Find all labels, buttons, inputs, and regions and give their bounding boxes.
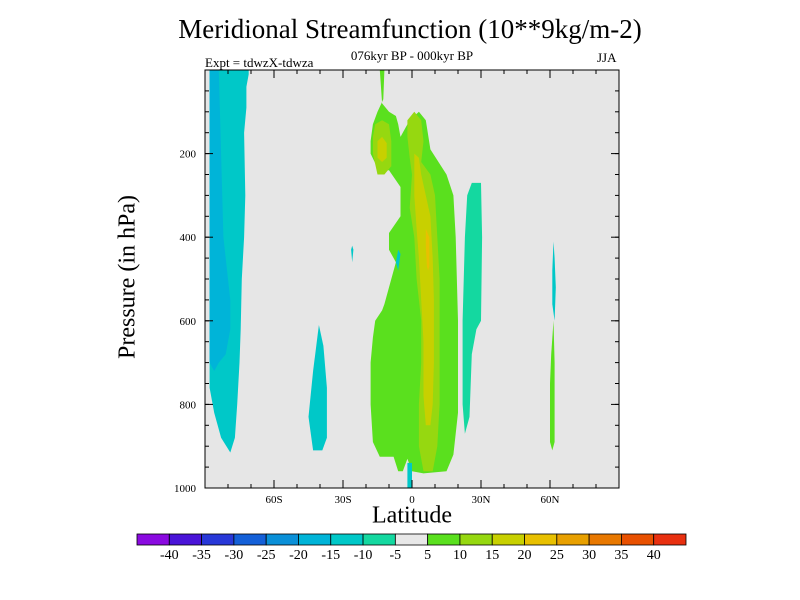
contour-region-13 [550, 320, 555, 451]
x-tick-label: 0 [409, 494, 415, 506]
x-tick-label: 60N [541, 494, 560, 506]
colorbar-label: 10 [453, 548, 467, 563]
colorbar-label: -5 [390, 548, 402, 563]
y-tick-label: 400 [180, 232, 197, 244]
contour-region-5 [377, 136, 387, 162]
contour-region-7 [414, 153, 434, 426]
colorbar-swatch-10 [459, 533, 493, 546]
x-axis-label: Latitude [372, 502, 452, 529]
colorbar-swatch-14 [588, 533, 622, 546]
colorbar-label: 40 [647, 548, 661, 563]
x-tick-label: 30N [472, 494, 491, 506]
contour-region-14 [552, 241, 556, 321]
colorbar-layer: -40 -35 -30 -25 -20 -15 -10 -5 5 10 15 20 25 30 35 40 [136, 533, 687, 563]
colorbar-swatch-13 [556, 533, 590, 546]
axes-layer: 60S 30S 0 30N 60N 200 400 600 800 1000 [174, 69, 620, 506]
y-tick-label: 200 [180, 149, 197, 161]
y-tick-label: 800 [180, 399, 197, 411]
colorbar-swatch-6 [330, 533, 364, 546]
colorbar-label: -40 [160, 548, 179, 563]
contour-region-1 [209, 70, 231, 371]
colorbar-swatch-0 [136, 533, 170, 546]
plot-layer [205, 70, 619, 488]
colorbar-swatch-2 [201, 533, 235, 546]
contour-region-9 [407, 462, 412, 488]
colorbar-label: -35 [192, 548, 211, 563]
contour-region-2 [308, 325, 327, 451]
contour-region-12 [351, 245, 354, 263]
colorbar-swatch-15 [621, 533, 655, 546]
colorbar-swatch-4 [265, 533, 299, 546]
colorbar-swatch-3 [233, 533, 267, 546]
colorbar-label: 5 [424, 548, 431, 563]
y-tick-label: 600 [180, 316, 197, 328]
colorbar-swatch-7 [362, 533, 396, 546]
x-tick-label: 30S [334, 494, 351, 506]
colorbar-label: 30 [582, 548, 596, 563]
colorbar-label: 35 [614, 548, 628, 563]
colorbar-swatch-12 [524, 533, 558, 546]
chart-title: Meridional Streamfunction (10**9kg/m-2) [178, 14, 642, 44]
colorbar-label: -25 [257, 548, 276, 563]
contour-region-10 [462, 182, 483, 434]
colorbar-swatch-9 [427, 533, 461, 546]
colorbar-label: -15 [321, 548, 340, 563]
colorbar-swatch-16 [653, 533, 687, 546]
chart-subtitle: 076kyr BP - 000kyr BP [350, 48, 474, 63]
colorbar-swatch-1 [168, 533, 202, 546]
colorbar-swatch-11 [491, 533, 525, 546]
colorbar-label: 20 [518, 548, 532, 563]
colorbar-label: -20 [289, 548, 308, 563]
x-tick-label: 60S [265, 494, 282, 506]
colorbar-label: 25 [550, 548, 564, 563]
colorbar-swatch-8 [394, 533, 429, 546]
colorbar-label: -30 [225, 548, 244, 563]
contour-region-11 [395, 249, 401, 271]
season-label: JJA [597, 50, 617, 65]
experiment-label: Expt = tdwzX-tdwza [205, 55, 314, 70]
colorbar-label: -10 [354, 548, 373, 563]
colorbar-swatch-5 [298, 533, 332, 546]
y-tick-label: 1000 [174, 483, 197, 495]
colorbar-label: 15 [485, 548, 499, 563]
contour-region-8 [425, 228, 430, 271]
